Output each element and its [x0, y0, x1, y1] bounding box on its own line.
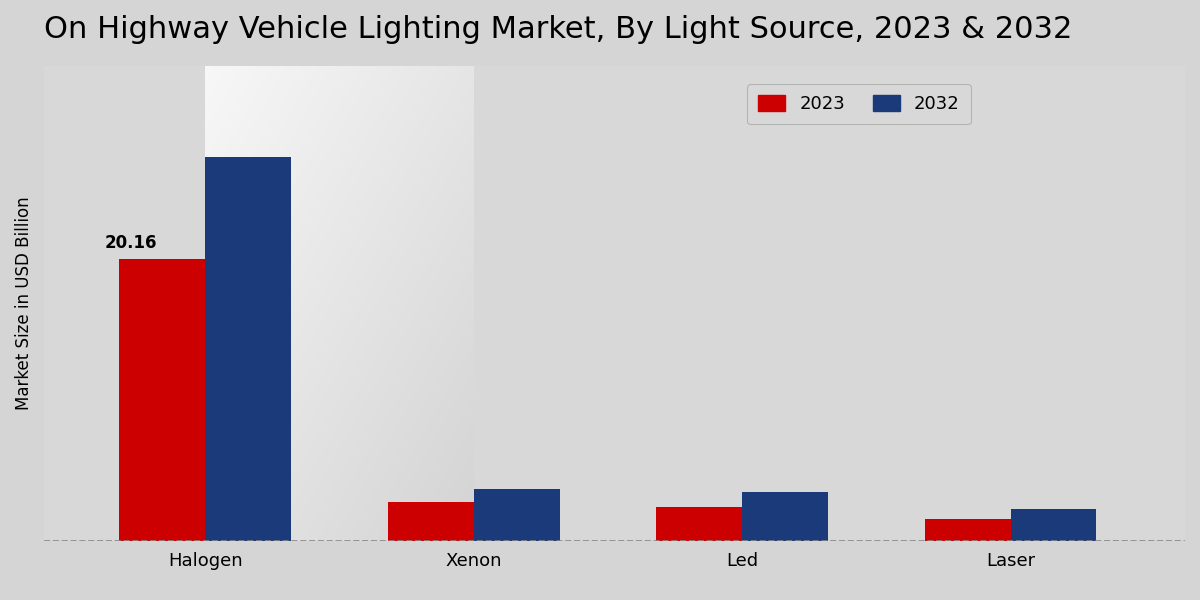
Bar — [742, 492, 828, 541]
Bar — [925, 518, 1010, 541]
Bar — [656, 508, 742, 541]
Bar — [205, 157, 292, 541]
Bar — [474, 489, 559, 541]
Bar — [388, 502, 474, 541]
Text: On Highway Vehicle Lighting Market, By Light Source, 2023 & 2032: On Highway Vehicle Lighting Market, By L… — [44, 15, 1073, 44]
Bar — [119, 259, 205, 541]
Legend: 2023, 2032: 2023, 2032 — [748, 85, 971, 124]
Text: 20.16: 20.16 — [104, 234, 157, 252]
Bar — [1010, 509, 1097, 541]
Y-axis label: Market Size in USD Billion: Market Size in USD Billion — [14, 197, 34, 410]
